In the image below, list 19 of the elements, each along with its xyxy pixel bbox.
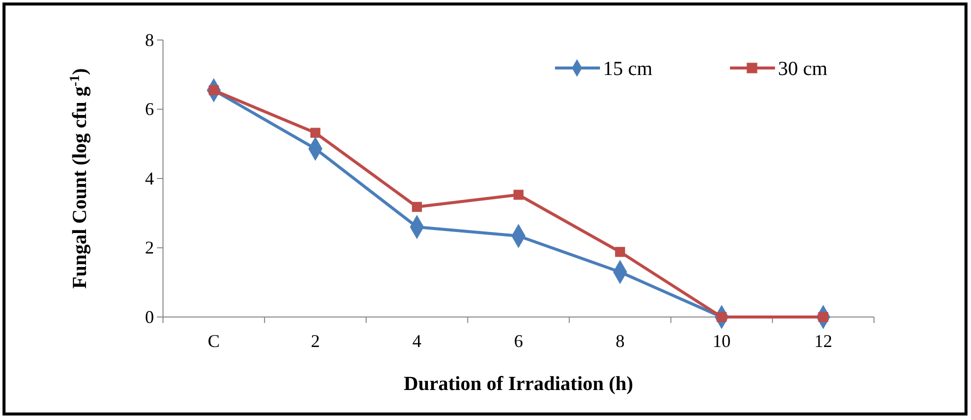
x-tick-label: 8 (616, 331, 625, 351)
x-axis-title: Duration of Irradiation (h) (404, 373, 634, 395)
y-tick-label: 8 (145, 30, 154, 50)
x-tick-label: 12 (814, 331, 832, 351)
x-tick-label: 6 (514, 331, 523, 351)
y-tick-label: 0 (145, 306, 154, 327)
x-tick-label: C (208, 331, 220, 351)
x-tick-label: 2 (310, 331, 320, 351)
y-tick-label: 6 (145, 99, 154, 120)
point (412, 202, 422, 212)
point (615, 246, 626, 257)
point (514, 190, 524, 200)
y-tick-label: 2 (145, 238, 154, 258)
x-tick-label: 4 (412, 331, 422, 351)
point (310, 128, 320, 138)
y-tick-label: 4 (145, 168, 154, 188)
x-tick-label: 10 (712, 331, 731, 351)
legend-label: 30 cm (778, 58, 828, 80)
legend-label: 15 cm (603, 58, 653, 80)
